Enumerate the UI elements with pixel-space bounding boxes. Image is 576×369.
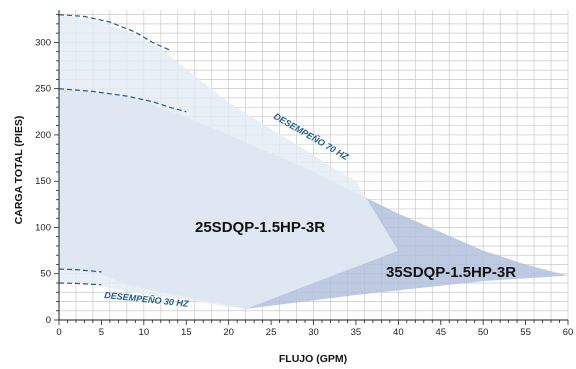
region-25sdqp <box>59 14 399 309</box>
x-tick-label: 15 <box>181 327 192 338</box>
curve-70hz-upper <box>58 14 170 51</box>
x-tick-label: 35 <box>351 327 362 338</box>
curve-30hz-upper <box>58 268 102 273</box>
x-tick-label: 10 <box>139 327 150 338</box>
x-tick-label: 20 <box>223 327 234 338</box>
x-tick-label: 0 <box>56 327 61 338</box>
performance-curves <box>58 14 187 286</box>
y-tick-label: 100 <box>35 222 51 233</box>
x-tick-label: 60 <box>563 327 574 338</box>
x-axis-label: FLUJO (GPM) <box>279 353 347 365</box>
y-tick-label: 250 <box>35 84 51 95</box>
curve-70hz-lower <box>58 88 187 113</box>
y-tick-label: 300 <box>35 37 51 48</box>
x-tick-label: 55 <box>520 327 531 338</box>
x-axis-ticks: 0 5 10 15 20 25 30 35 40 45 50 55 60 <box>56 320 573 338</box>
y-tick-label: 150 <box>35 176 51 187</box>
x-tick-label: 40 <box>393 327 404 338</box>
y-axis-ticks: 0 50 100 150 200 250 300 <box>35 14 59 326</box>
x-tick-label: 25 <box>266 327 277 338</box>
regions <box>59 14 568 309</box>
y-tick-label: 0 <box>46 315 51 326</box>
x-tick-label: 50 <box>478 327 489 338</box>
region-label-35sdqp: 35SDQP-1.5HP-3R <box>386 264 516 281</box>
y-tick-label: 50 <box>40 269 51 280</box>
y-tick-label: 200 <box>35 130 51 141</box>
curve-30hz-lower <box>58 282 102 286</box>
x-tick-label: 30 <box>308 327 319 338</box>
x-tick-label: 5 <box>99 327 104 338</box>
x-tick-label: 45 <box>435 327 446 338</box>
y-axis-label: CARGA TOTAL (PIES) <box>13 116 25 225</box>
region-label-25sdqp: 25SDQP-1.5HP-3R <box>195 219 325 236</box>
